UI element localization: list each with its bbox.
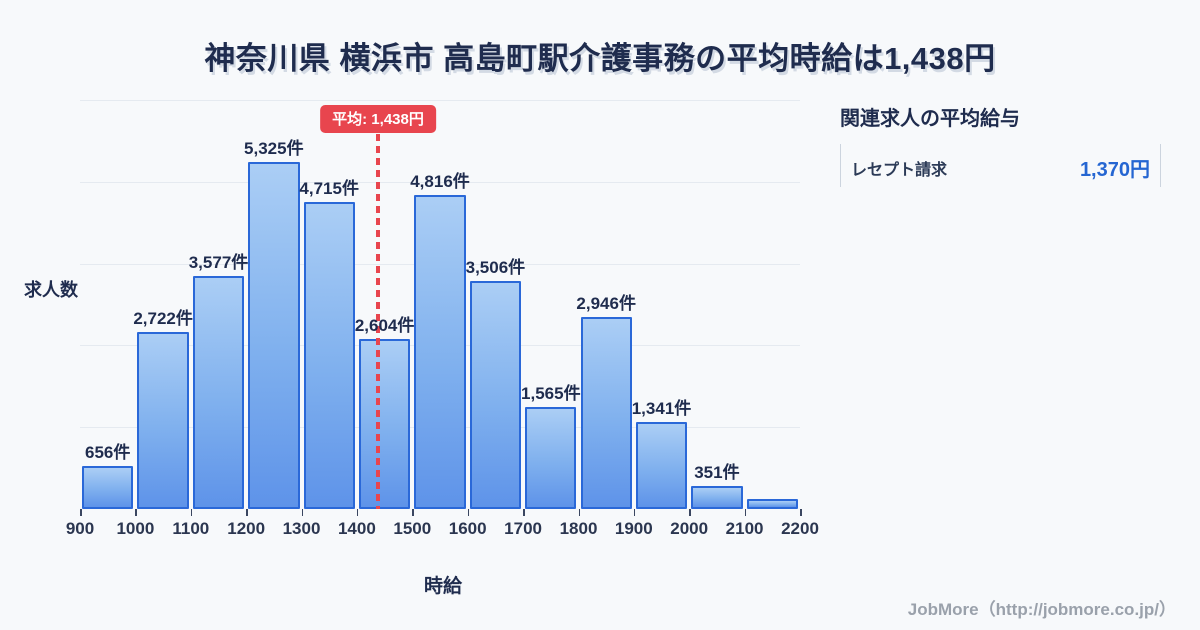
related-job-value: 1,370円 (1079, 159, 1150, 181)
x-axis-title: 時給 (423, 576, 462, 597)
x-tick-label: 2100 (725, 519, 764, 538)
side-panel-heading: 関連求人の平均給与 (840, 108, 1020, 130)
x-tick-label: 900 (65, 519, 95, 538)
x-tick-label: 2000 (670, 519, 709, 538)
x-tick-mark (301, 509, 303, 516)
x-tick-label: 1100 (172, 519, 210, 538)
x-tick-mark (356, 509, 359, 516)
gridline (80, 181, 800, 183)
x-tick-label: 1900 (614, 519, 653, 538)
x-tick-label: 1700 (504, 519, 543, 538)
histogram-plot-area: 656件 2,722件 3,577件 5,325件 4,715件 2,604件 4,816件… (80, 100, 800, 509)
x-tick-mark (633, 509, 636, 516)
histogram-bar-1900-2000 (635, 421, 688, 509)
x-tick-label: 1000 (116, 519, 155, 538)
x-tick-mark (689, 509, 691, 516)
histogram-bar-1600-1700 (469, 280, 522, 509)
histogram-bar-1700-1800 (525, 407, 577, 509)
x-tick-mark (246, 509, 248, 516)
bar-value-label: 3,577件 (188, 252, 249, 272)
x-tick-label: 2200 (781, 519, 819, 538)
x-tick-label: 1800 (559, 519, 598, 538)
histogram-bar-1300-1400 (303, 201, 355, 509)
x-tick-label: 1600 (448, 519, 487, 538)
bar-value-label: 1,341件 (631, 398, 692, 418)
bar-value-label: 2,722件 (133, 308, 193, 328)
histogram-bar-1200-1300 (248, 161, 300, 509)
histogram-bar-1400-1500 (358, 339, 411, 509)
x-tick-mark (80, 509, 82, 516)
bar-value-label: 2,946件 (576, 294, 636, 313)
related-job-row: レセプト請求 1,370円 (840, 144, 1161, 187)
x-tick-label: 1500 (393, 519, 432, 538)
x-tick-mark (523, 509, 525, 516)
x-tick-mark (190, 509, 193, 516)
bar-value-label: 351件 (694, 463, 740, 483)
bar-value-label: 1,565件 (521, 384, 581, 403)
gridline (80, 100, 800, 101)
y-axis-title: 求人数 (24, 280, 78, 300)
x-tick-mark (578, 509, 580, 516)
bar-value-label: 4,816件 (410, 172, 470, 192)
histogram-bar-2000-2100 (691, 486, 743, 509)
x-axis: 900 1000 1100 1200 1300 1400 1500 1600 1700 1800 1… (66, 509, 819, 549)
x-tick-label: 1200 (227, 519, 266, 538)
related-job-label: レセプト請求 (851, 162, 948, 179)
bar-value-label: 656件 (85, 443, 131, 463)
bar-value-label: 2,604件 (354, 316, 415, 336)
x-tick-mark (467, 509, 470, 516)
histogram-bar-2100-2200 (746, 499, 798, 509)
x-tick-mark (800, 509, 802, 516)
x-tick-label: 1400 (337, 519, 376, 538)
histogram-bar-1500-1600 (414, 195, 466, 509)
histogram-bar-1800-1900 (580, 317, 632, 509)
histogram-bar-900-1000 (82, 466, 134, 509)
page-title: 神奈川県 横浜市 高島町駅介護事務の平均時給は1,438円 (204, 41, 996, 76)
bar-value-label: 3,506件 (465, 257, 526, 277)
average-line (376, 134, 380, 509)
histogram-bar-1000-1100 (137, 331, 189, 509)
x-tick-label: 1300 (282, 519, 321, 538)
x-tick-mark (135, 509, 137, 516)
bar-value-label: 5,325件 (244, 138, 304, 158)
histogram-bar-1100-1200 (192, 275, 245, 509)
x-tick-mark (744, 509, 747, 516)
bar-value-label: 4,715件 (299, 178, 359, 198)
footer-credit: JobMore（http://jobmore.co.jp/） (907, 600, 1176, 619)
average-badge: 平均: 1,438円 (320, 105, 436, 133)
x-tick-mark (412, 509, 414, 516)
